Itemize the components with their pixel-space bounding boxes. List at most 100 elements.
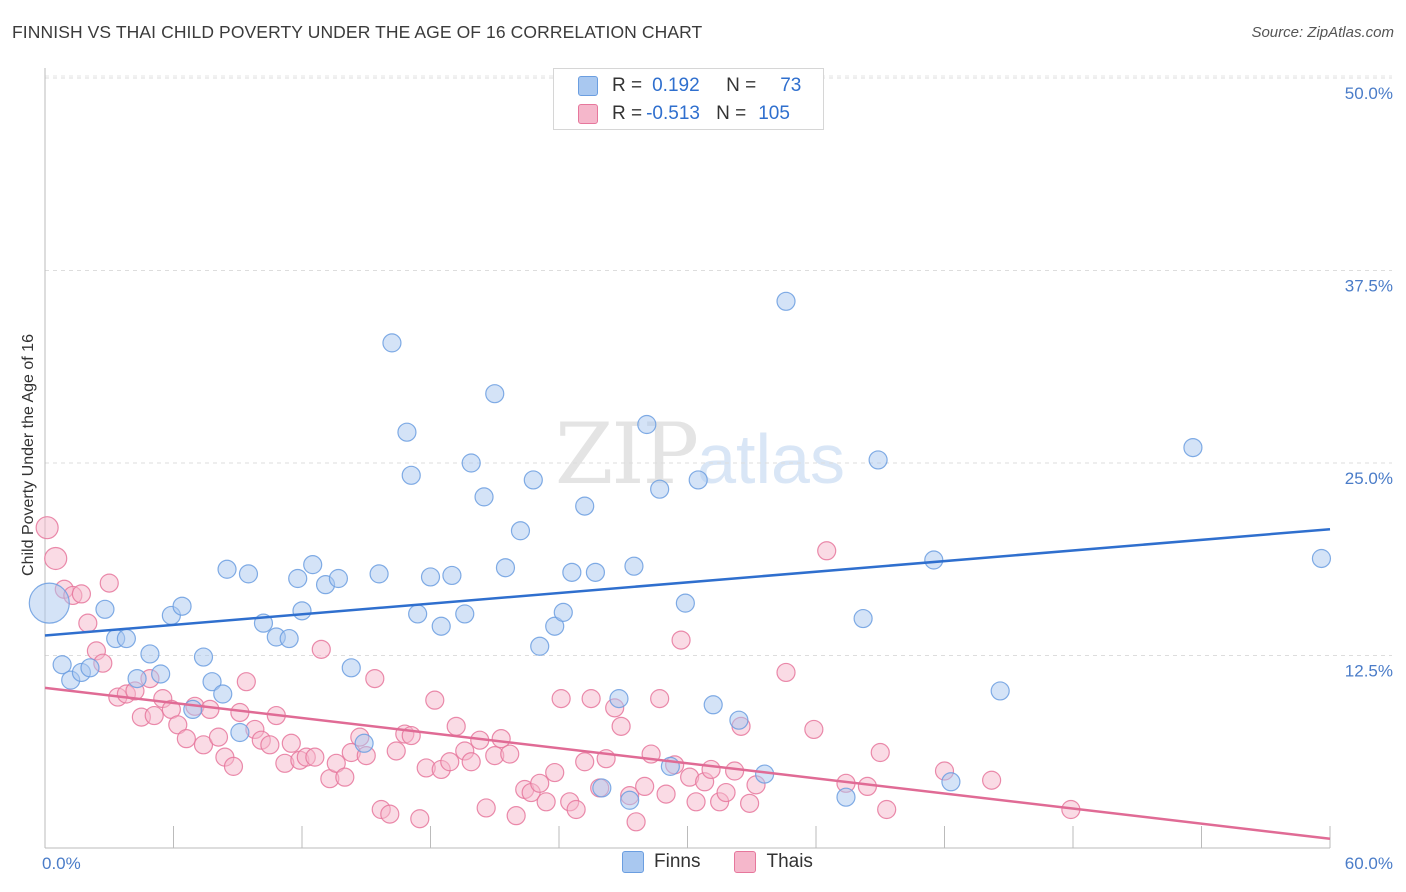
thais-point	[551, 689, 571, 709]
thais-point	[410, 809, 430, 829]
thais-point	[656, 784, 676, 804]
x-tick-label: 60.0%	[1345, 854, 1393, 873]
thais-point	[99, 573, 119, 593]
finns-r-value: 0.192	[652, 75, 700, 96]
source-label: Source: ZipAtlas.com	[1251, 24, 1394, 41]
thais-point	[144, 705, 164, 726]
trend-lines	[44, 527, 1331, 841]
thais-point	[446, 716, 466, 736]
finns-point	[420, 567, 441, 587]
thais-point	[200, 699, 220, 720]
thais-point	[776, 662, 796, 683]
thais-point	[545, 762, 565, 783]
finns-point	[52, 655, 72, 675]
thais-r-value: -0.513	[646, 103, 700, 124]
correlation-legend: R = 0.192 N = 73 R = -0.513 N = 105	[553, 68, 824, 130]
thais-point	[386, 741, 406, 761]
y-tick-label: 50.0%	[1345, 84, 1393, 103]
finns-point	[303, 555, 323, 575]
thais-point	[500, 744, 520, 764]
finns-point	[140, 644, 160, 664]
watermark-atlas: atlas	[697, 420, 845, 498]
thais-point	[536, 792, 556, 812]
thais-point	[326, 753, 346, 773]
finns-point	[836, 787, 856, 807]
finns-point	[585, 562, 606, 582]
thais-point	[260, 735, 280, 755]
finns-point	[431, 616, 451, 636]
thais-point	[725, 761, 745, 781]
axes	[44, 68, 1331, 849]
finns-point	[675, 593, 695, 613]
thais-r-label: R =	[612, 103, 643, 124]
thais-point	[817, 541, 837, 561]
thais-swatch	[578, 104, 598, 124]
finns-point	[193, 647, 214, 667]
thais-point	[440, 752, 460, 772]
finns-point	[776, 291, 796, 311]
thais-point	[461, 752, 481, 772]
y-axis-label: Child Poverty Under the Age of 16	[20, 334, 37, 576]
finns-point	[990, 681, 1010, 701]
finns-point	[28, 582, 70, 624]
thais-point	[78, 613, 98, 633]
thais-point	[870, 742, 890, 763]
thais-point	[71, 584, 92, 604]
finns-point	[592, 778, 612, 798]
finns-point	[523, 470, 543, 490]
thais-point	[650, 689, 670, 709]
thais-point	[425, 690, 445, 710]
finns-point	[408, 604, 428, 624]
finns-point	[127, 668, 147, 689]
thais-point	[380, 804, 400, 824]
finns-point	[151, 664, 171, 684]
finns-point	[703, 695, 723, 715]
finns-point	[545, 616, 565, 636]
thais-point	[671, 630, 691, 650]
thais-point	[530, 773, 550, 793]
thais-point	[35, 516, 59, 540]
finns-point	[553, 602, 573, 622]
finns-point	[382, 333, 402, 353]
thais-point	[281, 733, 301, 753]
finns-point	[442, 565, 462, 586]
finns-point	[485, 384, 505, 404]
legend-finns-label: Finns	[654, 851, 701, 872]
finns-point	[729, 710, 749, 730]
finns-point	[609, 689, 629, 709]
legend-row-thais: R = -0.513 N = 105	[578, 100, 790, 128]
thais-point	[305, 747, 325, 767]
legend-finns-swatch	[622, 851, 644, 873]
series-legend: Finns Thais	[622, 851, 847, 873]
finns-point	[341, 658, 361, 678]
finns-point	[941, 772, 961, 792]
finns-point	[279, 628, 299, 649]
thais-point	[686, 792, 706, 812]
finns-r-label: R =	[612, 75, 643, 96]
x-tick-label: 0.0%	[42, 854, 81, 873]
finns-point	[455, 604, 475, 624]
finns-point	[624, 556, 644, 576]
finns-point	[650, 479, 670, 499]
finns-point	[474, 487, 494, 507]
finns-point	[1311, 548, 1332, 569]
zipatlas-watermark: ZIPatlas	[555, 405, 845, 503]
thais-point	[208, 727, 229, 747]
finns-point	[510, 521, 531, 541]
thais-point	[365, 668, 385, 689]
finns-point	[853, 608, 873, 629]
finns-point	[238, 564, 259, 584]
finns-point	[397, 422, 417, 442]
finns-point	[116, 628, 136, 649]
finns-trend-line	[44, 527, 1331, 637]
finns-point	[401, 465, 421, 485]
finns-point	[562, 562, 582, 582]
watermark-zip: ZIP	[555, 405, 699, 503]
thais-point	[575, 752, 595, 772]
finns-swatch	[578, 76, 598, 96]
thais-point	[804, 719, 824, 740]
finns-point	[328, 568, 349, 589]
thais-point	[335, 767, 355, 787]
thais-n-value: 105	[758, 103, 790, 124]
